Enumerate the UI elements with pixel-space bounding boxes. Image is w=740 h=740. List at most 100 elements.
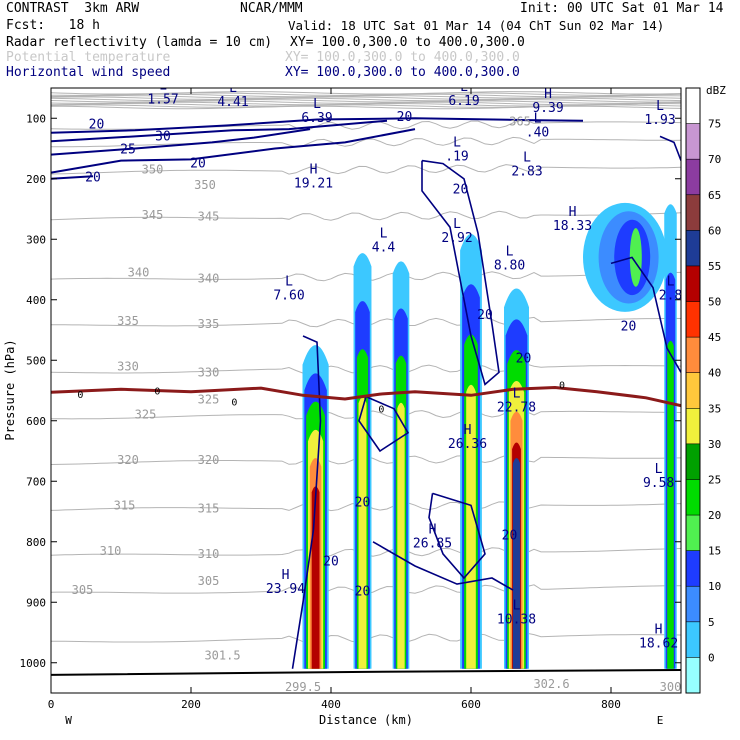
wind-contour-label: 20 <box>85 171 101 186</box>
colorbar-swatch <box>686 621 700 658</box>
reflectivity-cell <box>512 457 521 669</box>
init-time: Init: 00 UTC Sat 01 Mar 14 <box>520 1 724 16</box>
reflectivity-cells <box>302 202 677 669</box>
extremum-value: 23.94 <box>266 582 305 597</box>
y-tick-label: 100 <box>26 112 46 125</box>
extremum-marker: H <box>464 423 472 438</box>
theta-contour-label: 320 <box>117 453 139 467</box>
theta-contour-label: 310 <box>198 547 220 561</box>
organization: NCAR/MMM <box>240 1 303 16</box>
extremum-marker: L <box>656 99 664 114</box>
extremum-value: 8.80 <box>494 258 525 273</box>
extremum-marker: H <box>655 623 663 638</box>
extremum-value: 9.58 <box>643 476 674 491</box>
theta-contour-label: 330 <box>198 365 220 379</box>
colorbar-label: 5 <box>708 616 715 629</box>
y-axis-title: Pressure (hPa) <box>3 339 17 440</box>
colorbar-swatch <box>686 159 700 196</box>
field-reflectivity-label: Radar reflectivity (lamda = 10 cm) <box>6 35 273 50</box>
colorbar-swatch <box>686 657 700 694</box>
extremum-marker: L <box>523 151 531 166</box>
wind-contour-label: 20 <box>453 183 469 198</box>
colorbar-label: 40 <box>708 367 721 380</box>
extremum-marker: L <box>285 275 293 290</box>
theta-contour-label: 335 <box>198 317 220 331</box>
theta-contour-label: 305 <box>72 583 94 597</box>
extremum-marker: L <box>453 136 461 151</box>
x-end-label-west: W <box>65 714 72 727</box>
y-tick-label: 200 <box>26 173 46 186</box>
wind-contour-label: 20 <box>190 157 206 172</box>
y-tick-label: 700 <box>26 475 46 488</box>
wind-contour-line <box>291 335 322 669</box>
forecast-hour: Fcst: 18 h <box>6 18 100 33</box>
theta-contour-label: 345 <box>142 208 164 222</box>
extremum-marker: L <box>313 97 321 112</box>
theta-contour-label: 350 <box>142 163 164 177</box>
theta-contour-label: 330 <box>117 359 139 373</box>
extremum-marker: L <box>513 598 521 613</box>
model-name: CONTRAST 3km ARW <box>6 1 140 16</box>
extremum-value: 19.21 <box>294 177 333 192</box>
wind-contour-label: 20 <box>621 319 637 334</box>
extremum-value: 1.57 <box>147 93 178 108</box>
x-end-label-east: E <box>657 714 664 727</box>
y-tick-label: 300 <box>26 233 46 246</box>
colorbar-unit: dBZ <box>706 84 726 97</box>
colorbar-label: 60 <box>708 224 721 237</box>
y-tick-label: 1000 <box>20 657 47 670</box>
colorbar-swatch <box>686 337 700 374</box>
reflectivity-cell <box>667 340 674 669</box>
field-wind-xy: XY= 100.0,300.0 to 400.0,300.0 <box>285 65 520 80</box>
ground-line <box>51 669 681 676</box>
wind-contour-line <box>51 175 94 180</box>
colorbar-swatch <box>686 230 700 267</box>
theta-contour-label: 310 <box>100 544 122 558</box>
theta-contour-line <box>51 97 681 102</box>
extremum-value: 2.8 <box>659 289 682 304</box>
colorbar-label: 75 <box>708 118 721 131</box>
extremum-value: 10.38 <box>497 612 536 627</box>
colorbar-swatch <box>686 372 700 409</box>
wind-contour-label: 20 <box>502 529 518 544</box>
wind-contours <box>51 117 681 669</box>
wind-contour-line <box>51 117 584 134</box>
wind-contour-label: 20 <box>477 308 493 323</box>
theta-contour-label: 340 <box>128 266 150 280</box>
colorbar-label: 0 <box>708 651 715 664</box>
theta-contour-line <box>51 164 681 175</box>
extremum-marker: H <box>282 568 290 583</box>
theta-contour-line <box>51 96 681 100</box>
field-reflectivity-xy: XY= 100.0,300.0 to 400.0,300.0 <box>290 35 525 50</box>
colorbar-label: 25 <box>708 473 721 486</box>
colorbar-swatch <box>686 515 700 552</box>
wind-contour-line <box>51 119 388 143</box>
y-tick-label: 800 <box>26 536 46 549</box>
theta-contour-line <box>51 105 681 110</box>
theta-contour-label: 315 <box>198 501 220 515</box>
freezing-label: 0 <box>154 387 160 398</box>
theta-contour-label: 325 <box>198 393 220 407</box>
extremum-marker: L <box>159 79 167 94</box>
wind-contour-line <box>428 492 486 580</box>
field-wind-label: Horizontal wind speed <box>6 65 171 80</box>
colorbar-swatch <box>686 301 700 338</box>
extremum-marker: H <box>544 87 552 102</box>
theta-contour-label: 345 <box>198 209 220 223</box>
plot-frame <box>50 87 682 694</box>
extremum-value: .40 <box>526 125 549 140</box>
freezing-level <box>51 385 681 676</box>
theta-contour-line <box>51 210 681 221</box>
reflectivity-cell <box>397 402 405 669</box>
colorbar-label: 50 <box>708 296 721 309</box>
theta-contour-label: 299.5 <box>285 680 321 694</box>
extremum-value: 26.85 <box>413 537 452 552</box>
wind-contour-label: 30 <box>155 129 171 144</box>
extremum-marker: L <box>453 217 461 232</box>
freezing-label: 0 <box>378 405 384 416</box>
x-tick-label: 400 <box>321 698 341 711</box>
x-axis-title: Distance (km) <box>319 713 413 727</box>
colorbar-swatch <box>686 408 700 445</box>
theta-contour-line <box>51 104 681 108</box>
